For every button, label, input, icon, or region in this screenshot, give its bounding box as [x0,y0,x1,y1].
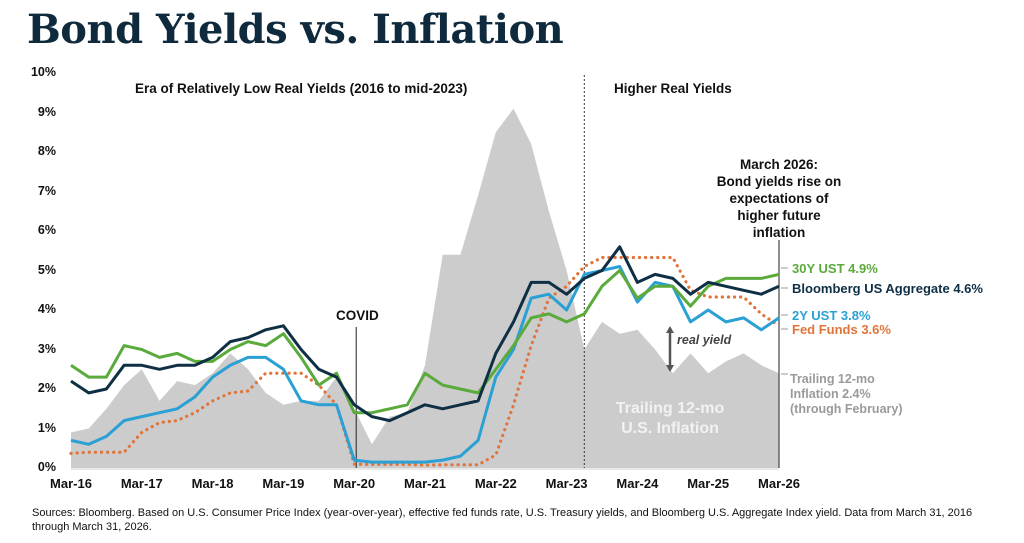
page-title: Bond Yields vs. Inflation [27,6,564,53]
x-tick-label: Mar-23 [545,476,588,491]
x-tick-label: Mar-21 [404,476,446,491]
y-tick-label: 9% [37,104,56,119]
y-tick-label: 7% [37,183,56,198]
note-line: expectations of [729,191,829,206]
area-label-line: Trailing 12-mo [615,400,725,417]
x-tick-label: Mar-26 [758,476,800,491]
x-tick-label: Mar-25 [687,476,730,491]
note-line: March 2026: [739,157,819,172]
x-tick-label: Mar-18 [191,476,234,491]
x-tick-label: Mar-19 [262,476,305,491]
inflation-label-line: Inflation 2.4% [790,387,871,401]
y-tick-label: 5% [37,262,56,277]
y-tick-label: 2% [37,381,56,395]
y-tick-label: 10% [30,65,56,79]
inflation-area [71,108,779,468]
covid-label: COVID [336,308,379,323]
inflation-label-line: (through February) [790,402,903,416]
legend-30y-ust: 30Y UST 4.9% [792,261,878,276]
note-line: Bond yields rise on [716,174,842,189]
series-line-30y-ust [70,269,780,415]
inflation-area-label: Trailing 12-mo U.S. Inflation [600,399,740,439]
note-line: inflation [752,225,806,240]
legend-2y-ust: 2Y UST 3.8% [792,308,871,323]
y-tick-label: 4% [37,302,56,316]
x-tick-label: Mar-20 [333,476,376,491]
real-yield-label: real yield [677,333,732,347]
y-tick-label: 3% [37,341,56,356]
sources-footnote: Sources: Bloomberg. Based on U.S. Consum… [32,507,973,533]
x-tick-label: Mar-17 [120,476,163,491]
x-tick-label: Mar-16 [50,476,92,491]
area-label-line: U.S. Inflation [621,420,719,437]
inflation-label-line: Trailing 12-mo [790,372,875,386]
x-tick-label: Mar-24 [616,476,659,491]
legend-inflation: Trailing 12-mo Inflation 2.4% (through F… [790,372,903,417]
note-line: higher future [737,208,821,223]
y-tick-label: 1% [37,420,56,435]
real-yield-arrow-head-up [666,326,674,333]
era-high-label: Higher Real Yields [614,81,732,96]
real-yield-arrow-head-down [666,365,674,372]
march-2026-annotation: March 2026: Bond yields rise on expectat… [694,156,864,241]
y-tick-label: 8% [37,144,56,158]
legend-fed-funds: Fed Funds 3.6% [792,322,891,337]
x-tick-label: Mar-22 [474,476,517,491]
era-low-label: Era of Relatively Low Real Yields (2016 … [135,81,468,96]
series-line-bloomberg-us-aggregate [70,245,780,423]
series-line-2y-ust [70,265,780,464]
y-tick-label: 0% [37,460,56,474]
y-tick-label: 6% [37,223,56,237]
legend-bloomberg-aggregate: Bloomberg US Aggregate 4.6% [792,281,983,296]
